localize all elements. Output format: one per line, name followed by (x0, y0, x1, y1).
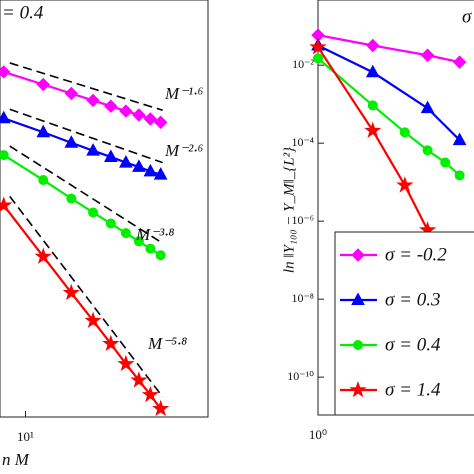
y-tick-label: 10⁻⁸ (291, 291, 314, 305)
marker (313, 53, 323, 64)
reference-line (9, 145, 164, 244)
marker (34, 247, 52, 264)
marker (0, 196, 13, 213)
marker (102, 334, 120, 352)
marker (0, 110, 11, 124)
marker (349, 380, 367, 398)
marker (420, 100, 435, 114)
reference-line (9, 62, 163, 112)
legend-label: σ = -0.2 (385, 244, 447, 265)
annotation: M⁻¹·⁶ (164, 84, 203, 103)
marker (440, 157, 451, 168)
annotation: M⁻²·⁶ (164, 141, 203, 160)
y-tick-label: 10⁻⁴ (291, 135, 314, 149)
series-line (317, 34, 460, 64)
marker (309, 38, 327, 55)
marker (353, 340, 363, 350)
y-tick-label: 10⁻² (292, 57, 314, 71)
marker (365, 64, 380, 78)
marker (0, 65, 11, 79)
annotation: M⁻³·⁸ (135, 225, 174, 244)
marker (64, 86, 79, 101)
marker (454, 170, 465, 181)
marker (66, 193, 77, 204)
x-tick-label: 10¹ (17, 429, 34, 444)
marker (38, 175, 49, 186)
y-tick-label: 10⁻¹⁰ (287, 369, 314, 383)
marker (120, 228, 131, 239)
y-axis-label: ln ‖Y₁₀₀ − Y_M‖_{L²} (281, 147, 297, 273)
marker (0, 150, 9, 161)
marker (132, 159, 146, 172)
reference-line (9, 195, 164, 398)
marker (420, 48, 435, 62)
x-tick-label: 10⁰ (309, 427, 327, 442)
marker (399, 127, 410, 138)
marker (62, 283, 80, 301)
marker (84, 311, 102, 328)
marker (367, 100, 378, 111)
series-line (317, 44, 461, 141)
marker (351, 248, 365, 262)
marker (132, 108, 146, 122)
marker (104, 149, 118, 162)
marker (130, 371, 148, 388)
marker (366, 38, 380, 53)
marker (86, 143, 100, 156)
plot-frame (0, 0, 209, 418)
x-axis-label: n M (2, 450, 30, 469)
marker (145, 243, 156, 254)
reference-line (9, 108, 163, 164)
legend-label: σ = 0.3 (385, 289, 440, 310)
marker (143, 163, 158, 177)
marker (36, 77, 50, 92)
marker (452, 132, 467, 146)
marker (364, 121, 382, 138)
marker (104, 99, 118, 113)
marker (422, 145, 433, 156)
legend-label: σ = 1.4 (385, 379, 441, 400)
marker (396, 176, 414, 193)
chart-title: σ (462, 6, 472, 27)
marker (452, 55, 467, 69)
marker (155, 250, 166, 261)
annotation: M⁻⁵·⁸ (147, 334, 187, 353)
marker (141, 385, 159, 403)
chart-title: = 0.4 (2, 2, 44, 23)
marker (143, 112, 158, 126)
marker (117, 354, 135, 372)
marker (36, 124, 51, 138)
marker (133, 236, 144, 247)
marker (119, 104, 133, 118)
marker (86, 93, 100, 108)
marker (152, 399, 170, 417)
marker (153, 167, 168, 180)
marker (105, 218, 116, 229)
marker (351, 292, 365, 305)
marker (119, 155, 133, 168)
marker (88, 207, 99, 218)
marker (64, 135, 79, 148)
marker (153, 115, 168, 129)
legend-label: σ = 0.4 (385, 334, 441, 355)
y-tick-label: 10⁻⁶ (291, 213, 314, 227)
